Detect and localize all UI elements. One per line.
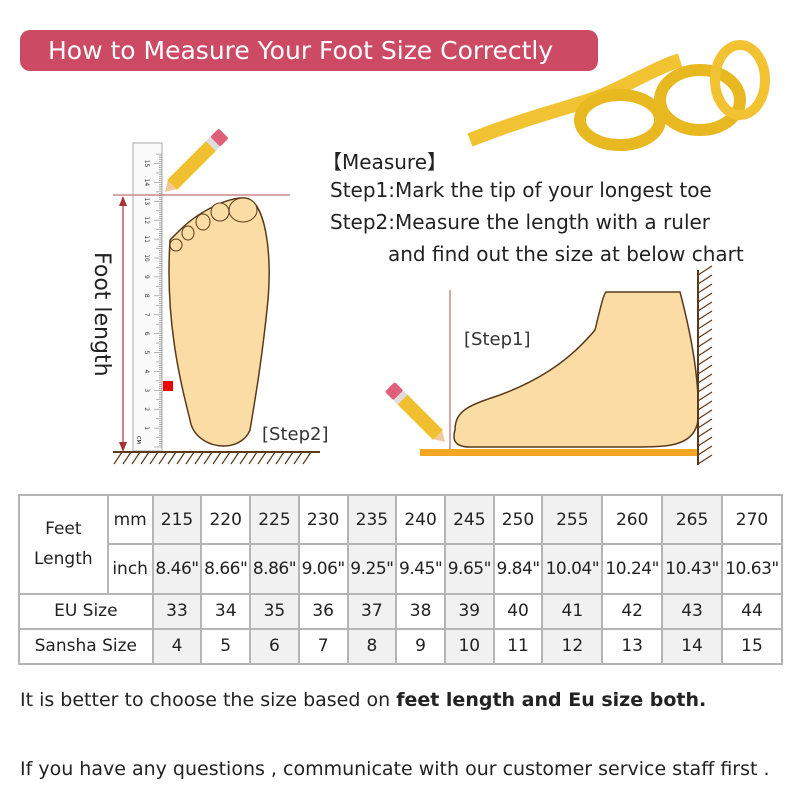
size-cell-mm: 245 bbox=[443, 493, 495, 546]
size-cell-eu: 38 bbox=[395, 592, 446, 630]
size-cell-eu: 36 bbox=[297, 592, 349, 630]
size-cell-inch: 9.45" bbox=[395, 543, 446, 595]
floor-strip bbox=[420, 449, 698, 456]
table-row-sansha: Sansha Size 4 5 6 7 8 9 10 11 12 13 14 15 bbox=[18, 627, 784, 666]
ruler-number: 14 bbox=[143, 179, 150, 187]
size-cell-eu: 35 bbox=[249, 592, 300, 630]
size-cell-sansha: 12 bbox=[541, 627, 604, 666]
size-cell-inch: 9.25" bbox=[346, 543, 398, 595]
size-cell-inch: 9.06" bbox=[297, 543, 349, 595]
ruler-number: 11 bbox=[143, 235, 150, 243]
size-cell-sansha: 10 bbox=[443, 627, 495, 666]
size-cell-inch: 9.65" bbox=[443, 543, 495, 595]
size-cell-sansha: 4 bbox=[151, 627, 203, 666]
size-cell-inch: 8.46" bbox=[151, 543, 203, 595]
title-banner: How to Measure Your Foot Size Correctly bbox=[20, 30, 598, 71]
size-cell-mm: 220 bbox=[200, 493, 252, 546]
ruler-number: 9 bbox=[143, 275, 150, 279]
size-cell-inch: 10.43" bbox=[661, 543, 723, 595]
sansha-label: Sansha Size bbox=[18, 627, 154, 666]
ruler-number: 12 bbox=[143, 216, 150, 224]
size-cell-inch: 10.04" bbox=[541, 543, 604, 595]
size-cell-mm: 270 bbox=[720, 493, 784, 546]
size-cell-sansha: 15 bbox=[720, 627, 784, 666]
size-cell-eu: 33 bbox=[151, 592, 203, 630]
ruler-number: 5 bbox=[143, 351, 150, 355]
ruler-number: 3 bbox=[143, 388, 150, 392]
size-cell-eu: 39 bbox=[443, 592, 495, 630]
size-cell-eu: 41 bbox=[541, 592, 604, 630]
step2-tag: [Step2] bbox=[262, 424, 328, 445]
mm-label: mm bbox=[106, 493, 154, 546]
size-cell-eu: 43 bbox=[661, 592, 723, 630]
size-cell-sansha: 13 bbox=[601, 627, 664, 666]
note-size-advice: It is better to choose the size based on… bbox=[20, 689, 706, 711]
size-cell-sansha: 7 bbox=[297, 627, 349, 666]
size-cell-mm: 255 bbox=[541, 493, 604, 546]
note-bold-text: feet length and Eu size both. bbox=[396, 689, 707, 711]
ruler-unit: CM bbox=[135, 436, 141, 444]
foot-length-label: Foot length bbox=[89, 252, 114, 377]
size-cell-sansha: 14 bbox=[661, 627, 723, 666]
size-cell-sansha: 6 bbox=[249, 627, 300, 666]
ruler-number: 4 bbox=[143, 369, 150, 373]
step1-tag: [Step1] bbox=[464, 329, 530, 350]
ruler-number: 6 bbox=[143, 332, 150, 336]
step2-text-cont: and find out the size at below chart bbox=[388, 242, 744, 266]
size-cell-mm: 225 bbox=[249, 493, 300, 546]
pencil-icon bbox=[165, 129, 228, 192]
page-title: How to Measure Your Foot Size Correctly bbox=[48, 36, 554, 65]
size-cell-mm: 230 bbox=[297, 493, 349, 546]
tape-measure-image bbox=[467, 40, 770, 151]
eu-label: EU Size bbox=[18, 592, 154, 630]
size-cell-eu: 40 bbox=[492, 592, 544, 630]
size-cell-eu: 34 bbox=[200, 592, 252, 630]
ruler-number: 2 bbox=[143, 407, 150, 411]
size-cell-eu: 37 bbox=[346, 592, 398, 630]
size-cell-eu: 44 bbox=[720, 592, 784, 630]
foot-side-view bbox=[453, 291, 700, 448]
ruler-number: 15 bbox=[143, 160, 150, 168]
size-chart-table: Feet Length mm 215 220 225 230 235 240 245 250 2… bbox=[18, 493, 784, 666]
size-cell-sansha: 9 bbox=[395, 627, 446, 666]
table-row-inch: inch 8.46" 8.66" 8.86" 9.06" 9.25" 9.45" 9.65" 9… bbox=[19, 543, 784, 595]
step1-text: Step1:Mark the tip of your longest toe bbox=[330, 178, 712, 202]
ruler-number: 13 bbox=[143, 197, 150, 205]
size-cell-mm: 240 bbox=[395, 493, 446, 546]
size-cell-mm: 250 bbox=[492, 493, 544, 546]
marker-square bbox=[163, 381, 173, 391]
note-text: It is better to choose the size based on bbox=[20, 689, 397, 711]
size-cell-mm: 265 bbox=[661, 493, 723, 546]
size-cell-mm: 215 bbox=[151, 493, 203, 546]
size-cell-mm: 235 bbox=[346, 493, 398, 546]
size-cell-inch: 10.63" bbox=[720, 543, 784, 595]
size-cell-inch: 8.66" bbox=[200, 543, 252, 595]
size-cell-eu: 42 bbox=[601, 592, 664, 630]
ruler-number: 8 bbox=[143, 294, 150, 298]
size-cell-mm: 260 bbox=[601, 493, 664, 546]
inch-label: inch bbox=[106, 543, 154, 595]
feet-length-label: Feet Length bbox=[18, 494, 109, 595]
size-cell-sansha: 11 bbox=[492, 627, 544, 666]
table-row-eu: EU Size 33 34 35 36 37 38 39 40 41 42 43 44 bbox=[18, 592, 784, 630]
size-cell-inch: 8.86" bbox=[249, 543, 300, 595]
step2-text: Step2:Measure the length with a ruler bbox=[330, 210, 711, 234]
ruler-number: 7 bbox=[143, 313, 150, 317]
size-cell-sansha: 5 bbox=[200, 627, 252, 666]
note-contact: If you have any questions , communicate … bbox=[20, 758, 770, 780]
size-cell-inch: 10.24" bbox=[601, 543, 664, 595]
table-row-mm: Feet Length mm 215 220 225 230 235 240 245 250 2… bbox=[18, 493, 784, 595]
size-cell-inch: 9.84" bbox=[492, 543, 544, 595]
ruler-number: 10 bbox=[143, 254, 150, 262]
measure-heading: 【Measure】 bbox=[322, 150, 447, 174]
pencil-icon bbox=[385, 382, 445, 442]
size-cell-sansha: 8 bbox=[346, 627, 398, 666]
ruler-number: 1 bbox=[143, 426, 150, 430]
